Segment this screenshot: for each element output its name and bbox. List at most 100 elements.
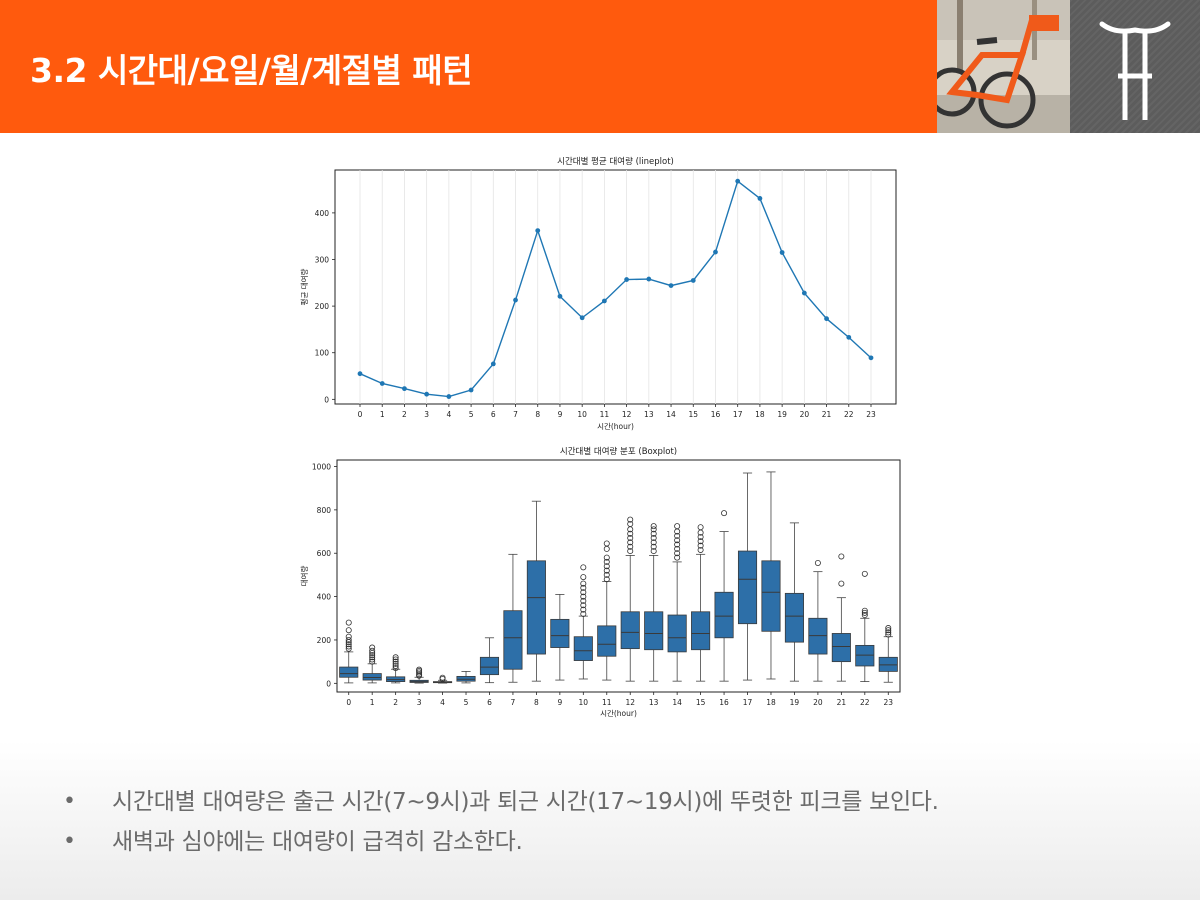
box	[362, 673, 382, 681]
outlier-point	[838, 553, 845, 560]
outlier-point	[650, 535, 657, 542]
outlier-point	[580, 580, 587, 587]
data-point	[557, 293, 563, 299]
x-tick-label: 23	[866, 410, 876, 419]
y-tick-label: 400	[315, 209, 330, 218]
outlier-point	[416, 671, 423, 678]
bullet-dot-icon: •	[63, 829, 76, 854]
box	[714, 591, 734, 639]
x-tick-label: 9	[558, 410, 563, 419]
data-point	[535, 228, 541, 233]
data-point	[424, 391, 430, 397]
data-point	[846, 334, 852, 340]
outlier-point	[861, 612, 868, 619]
x-tick-label: 21	[822, 410, 832, 419]
y-axis-label: 평균 대여량	[299, 268, 309, 305]
data-point	[646, 276, 652, 282]
box	[737, 550, 758, 625]
box	[550, 618, 570, 648]
footer-panel	[0, 740, 1200, 900]
data-point	[579, 315, 585, 321]
outlier-point	[650, 526, 657, 533]
x-tick-label: 10	[577, 410, 587, 419]
chart-title: 시간대별 평균 대여량 (lineplot)	[557, 156, 674, 167]
outlier-point	[580, 564, 587, 571]
outlier-point	[697, 538, 704, 545]
box	[503, 610, 523, 670]
bike-handlebar-icon	[1099, 21, 1171, 120]
outlier-point	[580, 584, 587, 591]
outlier-point	[580, 597, 587, 604]
data-point	[690, 278, 696, 283]
outlier-point	[392, 662, 399, 669]
x-tick-label: 17	[743, 698, 753, 707]
x-axis-label: 시간(hour)	[597, 421, 634, 431]
outlier-point	[603, 540, 610, 547]
x-tick-label: 2	[402, 410, 407, 419]
x-tick-label: 20	[813, 698, 823, 707]
x-tick-label: 5	[464, 698, 469, 707]
bullet-item: • 시간대별 대여량은 출근 시간(7~9시)과 퇴근 시간(17~19시)에 뚜…	[60, 784, 939, 824]
y-tick-label: 400	[317, 593, 332, 602]
outlier-point	[603, 554, 610, 561]
box	[597, 625, 617, 657]
outlier-point	[369, 658, 376, 665]
outlier-point	[345, 633, 352, 640]
outlier-point	[674, 532, 681, 539]
x-tick-label: 15	[696, 698, 706, 707]
x-tick-label: 4	[446, 410, 451, 419]
x-tick-label: 19	[777, 410, 787, 419]
outlier-point	[369, 647, 376, 654]
box	[620, 611, 640, 650]
x-tick-label: 7	[513, 410, 518, 419]
data-point	[357, 371, 363, 377]
y-tick-label: 800	[317, 506, 332, 515]
x-tick-label: 7	[511, 698, 516, 707]
outlier-point	[650, 523, 657, 530]
outlier-point	[627, 543, 634, 550]
y-tick-label: 200	[317, 636, 332, 645]
outlier-point	[627, 535, 634, 542]
box	[784, 592, 804, 643]
outlier-point	[580, 574, 587, 581]
x-tick-label: 0	[346, 698, 351, 707]
bullet-item: • 새벽과 심야에는 대여량이 급격히 감소한다.	[60, 824, 939, 864]
y-tick-label: 600	[317, 549, 332, 558]
box	[526, 560, 546, 655]
x-tick-label: 12	[622, 410, 632, 419]
y-tick-label: 200	[315, 302, 330, 311]
outlier-point	[861, 609, 868, 616]
x-tick-label: 20	[800, 410, 810, 419]
outlier-point	[392, 656, 399, 663]
data-point	[668, 283, 674, 289]
outlier-point	[650, 543, 657, 550]
outlier-point	[369, 656, 376, 663]
outlier-point	[838, 580, 845, 587]
outlier-point	[416, 669, 423, 676]
outlier-point	[603, 558, 610, 565]
x-tick-label: 13	[644, 410, 654, 419]
x-tick-label: 16	[711, 410, 721, 419]
outlier-point	[580, 602, 587, 609]
x-tick-label: 16	[719, 698, 729, 707]
box	[339, 666, 359, 678]
bullet-text: 새벽과 심야에는 대여량이 급격히 감소한다.	[112, 829, 523, 855]
y-axis-label: 대여량	[299, 566, 309, 587]
outlier-point	[345, 627, 352, 634]
outlier-point	[697, 524, 704, 531]
x-tick-label: 23	[883, 698, 893, 707]
outlier-point	[580, 606, 587, 613]
bullet-dot-icon: •	[63, 789, 76, 814]
outlier-point	[814, 559, 821, 566]
x-tick-label: 2	[393, 698, 398, 707]
outlier-point	[369, 644, 376, 651]
outlier-point	[392, 658, 399, 665]
y-tick-label: 100	[315, 349, 330, 358]
data-point	[779, 250, 785, 255]
title-banner: 3.2 시간대/요일/월/계절별 패턴	[0, 0, 937, 133]
outlier-point	[627, 539, 634, 546]
outlier-point	[627, 516, 634, 523]
outlier-point	[603, 567, 610, 574]
outlier-point	[627, 520, 634, 527]
x-tick-label: 22	[844, 410, 854, 419]
